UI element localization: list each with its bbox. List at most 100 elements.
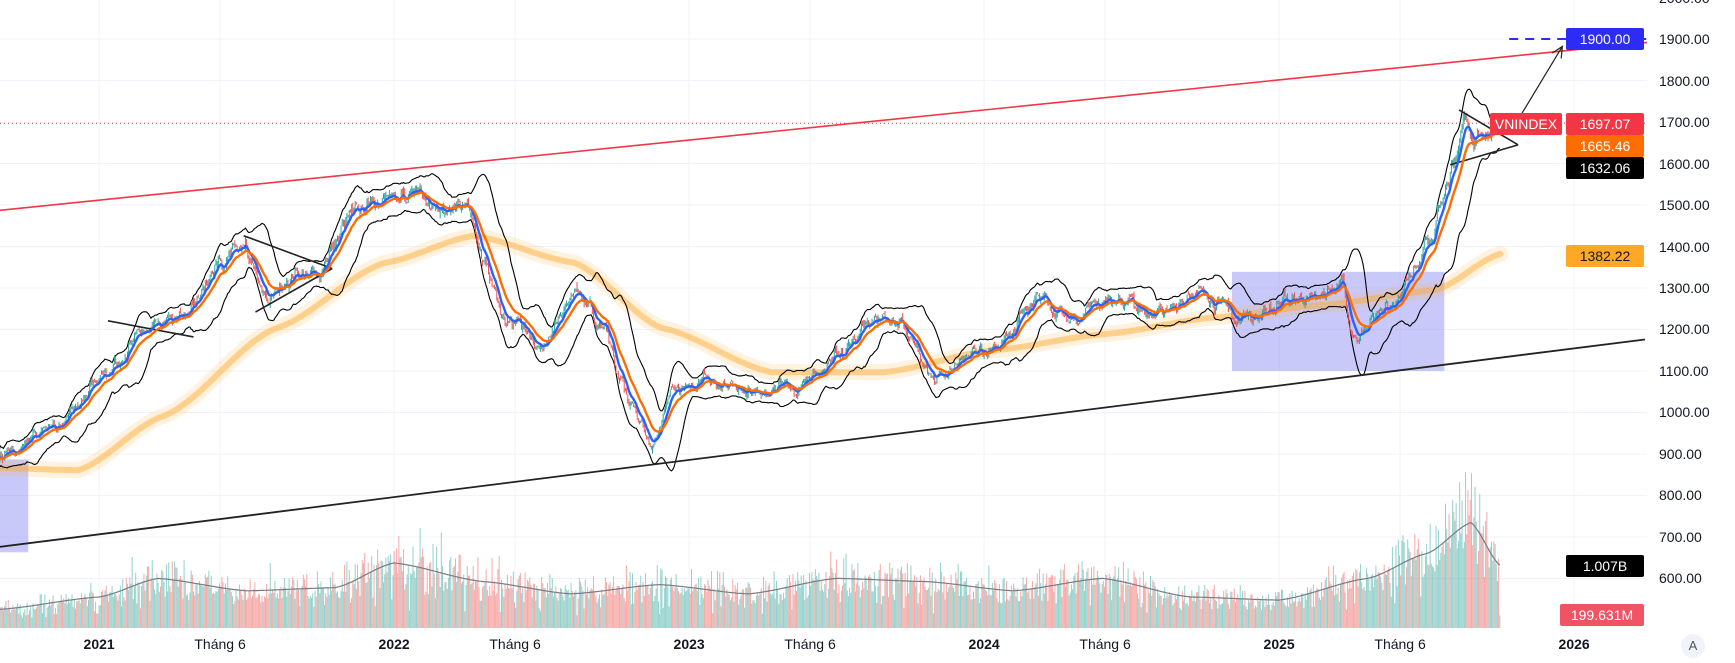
volume-bar (113, 593, 115, 628)
volume-bar (745, 587, 747, 628)
price-chart-area[interactable] (0, 0, 1647, 628)
volume-bar (787, 586, 789, 628)
volume-bar (938, 590, 940, 628)
volume-bar (1185, 603, 1187, 628)
ma-slow-line (0, 129, 1501, 460)
volume-bar (228, 589, 230, 628)
volume-bar (34, 609, 36, 628)
volume-bar (543, 588, 545, 628)
volume-bar (827, 588, 829, 628)
volume-bar (834, 572, 836, 628)
volume-bar (1250, 594, 1252, 628)
volume-bar (1461, 500, 1463, 628)
volume-bar (1032, 581, 1034, 628)
volume-bar (1305, 599, 1307, 628)
volume-bar (106, 595, 108, 628)
volume-bar (1437, 530, 1439, 628)
price-tick-label: 2000.00 (1659, 0, 1710, 6)
volume-bar (383, 582, 385, 628)
volume-bar (1442, 542, 1444, 628)
volume-bar (0, 607, 1, 628)
volume-bar (63, 598, 65, 628)
volume-bar (747, 582, 749, 628)
volume-bar (813, 580, 815, 628)
volume-bar (1291, 590, 1293, 628)
volume-bar (1420, 596, 1422, 628)
volume-bar (1197, 592, 1199, 628)
volume-bar (345, 591, 347, 628)
volume-bar (1141, 602, 1143, 628)
volume-bar (1414, 533, 1416, 628)
volume-bar (665, 576, 667, 628)
price-axis[interactable]: 2000.00 1900.00 1800.00 1700.00 1600.00 1500.… (1647, 0, 1735, 628)
volume-bar (1036, 573, 1038, 628)
volume-bar (340, 591, 342, 628)
volume-bar (1409, 551, 1411, 628)
volume-bar (79, 603, 81, 628)
volume-bar (1449, 547, 1451, 628)
volume-bar (970, 599, 972, 628)
volume-bar (1422, 576, 1424, 628)
auto-scale-button[interactable]: A (1681, 634, 1705, 658)
volume-bar (1491, 541, 1493, 628)
volume-bar (499, 612, 501, 628)
volume-bar (1196, 592, 1198, 628)
volume-bar (757, 592, 759, 628)
volume-bar (1439, 559, 1441, 628)
volume-bar (1407, 539, 1409, 628)
volume-bar (1057, 584, 1059, 628)
volume-bar (733, 601, 735, 628)
volume-bar (196, 583, 198, 628)
volume-bar (1028, 590, 1030, 628)
volume-bar (1190, 597, 1192, 628)
volume-bar (892, 594, 894, 628)
volume-bar (1226, 593, 1228, 628)
volume-bar (1186, 602, 1188, 628)
volume-bar (1350, 588, 1352, 628)
volume-bar (445, 581, 447, 628)
volume-bar (1112, 578, 1114, 628)
volume-bar (656, 565, 658, 628)
volume-bar (974, 598, 976, 628)
volume-last-badge: 199.631M (1560, 604, 1644, 626)
volume-bar (852, 570, 854, 628)
volume-bar (1006, 581, 1008, 628)
time-axis[interactable]: 2021 Tháng 6 2022 Tháng 6 2023 Tháng 6 2024 Thá… (0, 628, 1647, 663)
volume-bar (1231, 591, 1233, 628)
volume-bar (1238, 597, 1240, 628)
volume-bar (1302, 593, 1304, 628)
price-tick-label: 1700.00 (1659, 114, 1710, 130)
volume-bar (1060, 569, 1062, 628)
price-tick-label: 600.00 (1659, 570, 1702, 587)
volume-bar (335, 592, 337, 628)
volume-bar (116, 596, 118, 628)
volume-bar (387, 555, 389, 628)
volume-bar (307, 595, 309, 628)
volume-bar (648, 594, 650, 628)
time-tick-label: Tháng 6 (1374, 636, 1426, 652)
highlight-rectangle (0, 459, 29, 553)
volume-bar (148, 566, 150, 628)
volume-bar (1380, 576, 1382, 628)
volume-bar (249, 579, 251, 628)
volume-bar (585, 594, 587, 628)
volume-bar (1042, 573, 1044, 628)
volume-bar (16, 606, 18, 628)
volume-bar (454, 558, 456, 628)
volume-bar (949, 585, 951, 628)
volume-bar (1370, 575, 1372, 628)
volume-bar (392, 575, 394, 628)
volume-bar (1432, 566, 1434, 628)
volume-bar (939, 562, 941, 628)
volume-bar (915, 586, 917, 628)
volume-bar (1224, 597, 1226, 628)
volume-bar (516, 591, 518, 628)
volume-bar (274, 580, 276, 628)
volume-bar (1155, 607, 1157, 628)
volume-bar (1074, 573, 1076, 628)
volume-bar (1004, 601, 1006, 628)
volume-bar (1249, 602, 1251, 628)
volume-bar (1063, 563, 1065, 628)
volume-bar (208, 570, 210, 628)
volume-bar (564, 585, 566, 628)
